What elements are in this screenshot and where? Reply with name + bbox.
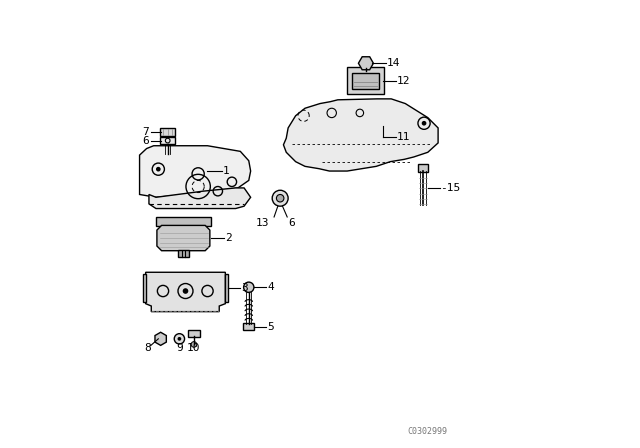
Polygon shape <box>157 225 210 251</box>
FancyBboxPatch shape <box>160 129 175 136</box>
Text: 10: 10 <box>187 343 201 353</box>
Circle shape <box>276 194 284 202</box>
Text: C0302999: C0302999 <box>408 427 448 436</box>
Circle shape <box>244 282 254 293</box>
Circle shape <box>156 167 161 172</box>
FancyBboxPatch shape <box>188 330 200 337</box>
Text: 5: 5 <box>267 322 274 332</box>
Text: -15: -15 <box>440 183 461 193</box>
Polygon shape <box>225 274 228 302</box>
Text: 7: 7 <box>143 127 149 137</box>
Circle shape <box>174 334 184 344</box>
Text: 4: 4 <box>267 282 274 292</box>
Text: 6: 6 <box>143 136 149 146</box>
Polygon shape <box>140 146 251 197</box>
Polygon shape <box>146 272 225 312</box>
Circle shape <box>177 337 181 340</box>
Circle shape <box>272 190 288 206</box>
Text: 6: 6 <box>288 218 295 228</box>
Text: 14: 14 <box>387 58 400 68</box>
Circle shape <box>191 342 196 347</box>
FancyBboxPatch shape <box>156 217 211 226</box>
Text: 8: 8 <box>144 343 151 353</box>
Text: 12: 12 <box>397 76 410 86</box>
Text: 1: 1 <box>223 166 229 176</box>
Text: 2: 2 <box>225 233 232 243</box>
Text: 13: 13 <box>256 218 269 228</box>
Polygon shape <box>149 188 251 208</box>
FancyBboxPatch shape <box>243 323 254 330</box>
FancyBboxPatch shape <box>178 250 189 257</box>
FancyBboxPatch shape <box>347 68 384 94</box>
Text: 11: 11 <box>397 132 410 142</box>
Polygon shape <box>143 274 146 302</box>
Circle shape <box>422 121 426 125</box>
Text: 3: 3 <box>241 283 248 293</box>
Circle shape <box>182 288 188 294</box>
FancyBboxPatch shape <box>353 73 379 89</box>
FancyBboxPatch shape <box>418 164 428 172</box>
FancyBboxPatch shape <box>160 137 175 144</box>
Text: 9: 9 <box>176 343 183 353</box>
Polygon shape <box>284 99 438 171</box>
